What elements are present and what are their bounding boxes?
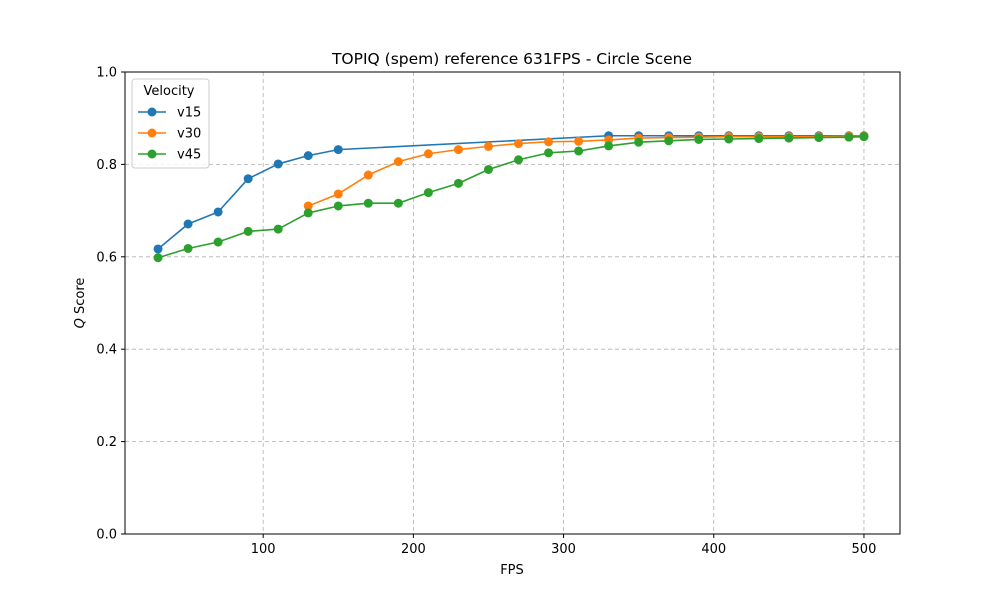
data-point-v45 <box>859 132 869 142</box>
plot-series <box>153 131 869 263</box>
legend-entry-v45: v45 <box>138 148 201 163</box>
data-point-v45 <box>363 198 373 208</box>
data-point-v15 <box>303 151 313 161</box>
data-point-v45 <box>483 164 493 174</box>
data-point-v45 <box>514 155 524 165</box>
data-point-v45 <box>694 134 704 144</box>
data-point-v30 <box>303 201 313 211</box>
data-point-v45 <box>844 132 854 142</box>
legend-marker <box>147 107 157 117</box>
x-tick-label: 300 <box>551 542 576 557</box>
y-axis-label-rest: Score <box>73 278 88 319</box>
data-point-v45 <box>213 237 223 247</box>
data-point-v45 <box>423 188 433 198</box>
data-point-v45 <box>604 141 614 151</box>
data-point-v45 <box>273 224 283 234</box>
x-tick-label: 400 <box>701 542 726 557</box>
data-point-v15 <box>183 219 193 229</box>
y-tick-label: 0.2 <box>96 435 117 450</box>
legend-marker <box>147 128 157 138</box>
data-point-v45 <box>664 136 674 146</box>
data-point-v30 <box>483 141 493 151</box>
data-point-v45 <box>724 134 734 144</box>
x-tick-label: 500 <box>852 542 877 557</box>
data-point-v15 <box>213 207 223 217</box>
data-point-v45 <box>153 253 163 263</box>
data-point-v45 <box>814 133 824 143</box>
data-point-v45 <box>393 198 403 208</box>
data-point-v45 <box>544 148 554 158</box>
data-point-v45 <box>183 243 193 253</box>
series-v45 <box>153 132 869 263</box>
y-axis-label-italic: Q <box>73 318 88 328</box>
y-tick-label: 0.6 <box>96 250 117 265</box>
data-point-v45 <box>754 134 764 144</box>
y-tick-label: 0.8 <box>96 158 117 173</box>
data-point-v30 <box>423 149 433 159</box>
data-point-v45 <box>303 208 313 218</box>
data-point-v30 <box>544 137 554 147</box>
data-point-v45 <box>634 137 644 147</box>
data-point-v45 <box>333 201 343 211</box>
y-tick-label: 0.0 <box>96 528 117 543</box>
legend-label: v30 <box>177 127 201 142</box>
data-point-v15 <box>273 159 283 169</box>
x-axis-label: FPS <box>500 563 524 578</box>
data-point-v15 <box>243 174 253 184</box>
y-tick-label: 1.0 <box>96 66 117 81</box>
legend-label: v15 <box>177 106 201 121</box>
chart-title: TOPIQ (spem) reference 631FPS - Circle S… <box>331 50 692 68</box>
data-point-v45 <box>784 133 794 143</box>
x-tick-label: 200 <box>401 542 426 557</box>
data-point-v45 <box>574 146 584 156</box>
plot-area-frame <box>124 71 901 535</box>
y-axis-label: Q Score <box>73 278 88 329</box>
legend: Velocity v15 v30 v45 <box>131 78 210 169</box>
legend-marker <box>147 149 157 159</box>
data-point-v45 <box>243 226 253 236</box>
data-point-v30 <box>514 139 524 149</box>
legend-title: Velocity <box>144 84 195 99</box>
data-point-v15 <box>153 244 163 254</box>
legend-entry-v15: v15 <box>138 106 201 121</box>
legend-label: v45 <box>177 148 201 163</box>
data-point-v30 <box>453 145 463 155</box>
series-line-v30 <box>307 135 864 207</box>
data-point-v30 <box>393 157 403 167</box>
y-tick-label: 0.4 <box>96 343 117 358</box>
data-point-v30 <box>363 170 373 180</box>
legend-entry-v30: v30 <box>138 127 201 142</box>
data-point-v30 <box>574 136 584 146</box>
data-point-v45 <box>453 178 463 188</box>
x-tick-label: 100 <box>251 542 276 557</box>
data-point-v30 <box>333 189 343 199</box>
legend-entries: v15 v30 v45 <box>138 106 201 163</box>
axis-ticks: 100 200 300 400 500 0.0 0.2 0.4 0.6 0.8 1.0 <box>96 66 876 558</box>
data-point-v15 <box>333 145 343 155</box>
legend-box <box>131 78 210 169</box>
